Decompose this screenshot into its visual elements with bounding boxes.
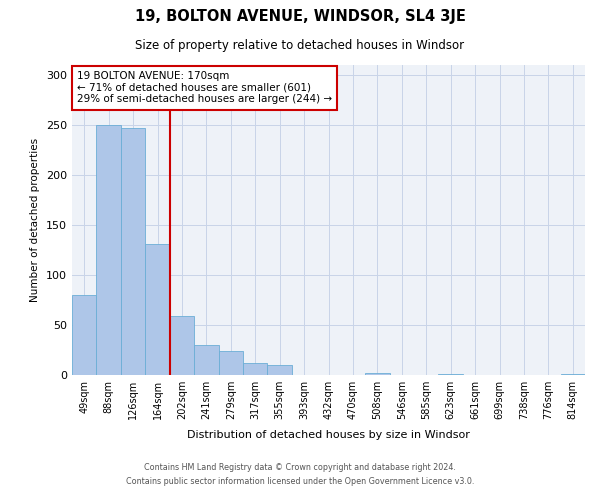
Bar [560,374,585,375]
X-axis label: Distribution of detached houses by size in Windsor: Distribution of detached houses by size … [187,430,470,440]
Bar [218,351,243,375]
Bar [268,365,292,375]
Text: Contains HM Land Registry data © Crown copyright and database right 2024.: Contains HM Land Registry data © Crown c… [144,464,456,472]
Text: 19 BOLTON AVENUE: 170sqm
← 71% of detached houses are smaller (601)
29% of semi-: 19 BOLTON AVENUE: 170sqm ← 71% of detach… [77,71,332,104]
Bar [439,374,463,375]
Bar [365,373,389,375]
Text: 19, BOLTON AVENUE, WINDSOR, SL4 3JE: 19, BOLTON AVENUE, WINDSOR, SL4 3JE [134,9,466,24]
Bar [145,244,170,375]
Y-axis label: Number of detached properties: Number of detached properties [31,138,40,302]
Text: Contains public sector information licensed under the Open Government Licence v3: Contains public sector information licen… [126,477,474,486]
Text: Size of property relative to detached houses in Windsor: Size of property relative to detached ho… [136,39,464,52]
Bar [243,363,268,375]
Bar [72,295,97,375]
Bar [170,316,194,375]
Bar [121,128,145,375]
Bar [194,345,218,375]
Bar [97,125,121,375]
